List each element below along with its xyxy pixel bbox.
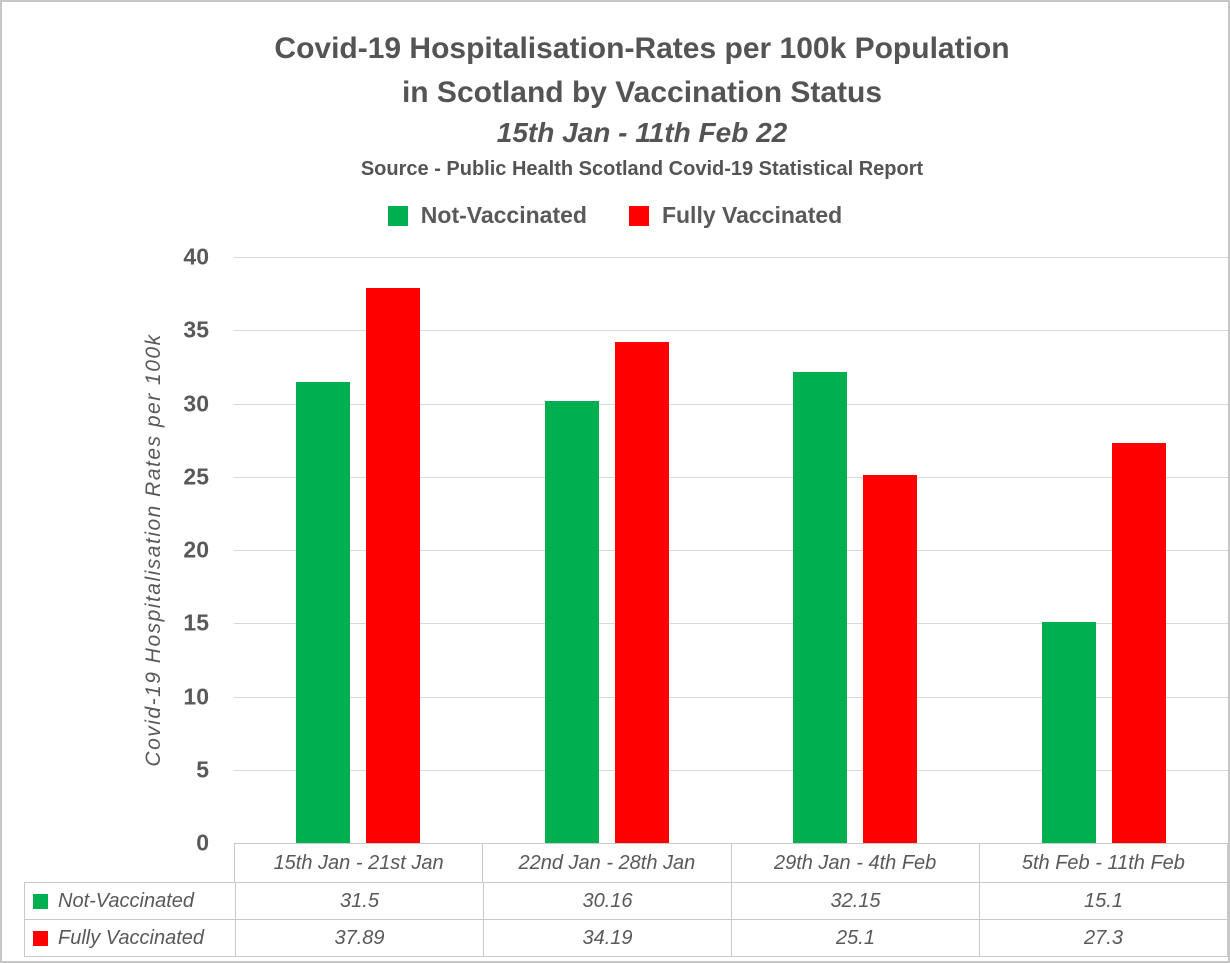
bar-not-vaccinated-group-1	[296, 382, 350, 843]
gridline-y-30	[234, 404, 1228, 405]
chart-title-line1: Covid-19 Hospitalisation-Rates per 100k …	[274, 32, 1010, 65]
table-value-cell: 25.1	[731, 920, 979, 956]
plot-area	[234, 257, 1228, 843]
bar-fully-vaccinated-group-1	[366, 288, 420, 843]
chart-title-line2: in Scotland by Vaccination Status	[401, 76, 883, 109]
bar-not-vaccinated-group-3	[793, 372, 847, 843]
gridline-y-5	[234, 770, 1228, 771]
chart-subtitle-date-range: 15th Jan - 11th Feb 22	[496, 117, 788, 148]
table-value-cell: 15.1	[979, 883, 1227, 919]
y-tick-label-5: 5	[196, 756, 209, 783]
y-tick-label-40: 40	[183, 243, 209, 270]
y-tick-label-10: 10	[183, 683, 209, 710]
chart-source-note: Source - Public Health Scotland Covid-19…	[360, 158, 924, 180]
y-tick-label-0: 0	[196, 829, 209, 856]
legend-item-fully-vaccinated: Fully Vaccinated	[628, 202, 843, 229]
y-tick-label-30: 30	[183, 390, 209, 417]
legend-label-not-vaccinated: Not-Vaccinated	[420, 202, 587, 228]
y-tick-label-35: 35	[183, 316, 209, 343]
gridline-y-20	[234, 550, 1228, 551]
gridline-y-25	[234, 477, 1228, 478]
table-value-cell: 32.15	[731, 883, 979, 919]
table-value-cell: 27.3	[979, 920, 1227, 956]
bar-not-vaccinated-group-4	[1042, 622, 1096, 843]
table-swatch-icon	[33, 893, 48, 909]
table-value-cell: 30.16	[483, 883, 731, 919]
legend: Not-Vaccinated Fully Vaccinated	[2, 202, 1228, 229]
table-series-name: Fully Vaccinated	[58, 926, 204, 949]
gridline-y-35	[234, 330, 1228, 331]
title-block: Covid-19 Hospitalisation-Rates per 100k …	[72, 27, 1212, 181]
bar-fully-vaccinated-group-2	[615, 342, 669, 843]
table-row-label: Not-Vaccinated	[25, 883, 235, 919]
table-row-not-vaccinated: Not-Vaccinated 31.5 30.16 32.15 15.1	[24, 882, 1228, 920]
legend-swatch-green-icon	[387, 205, 408, 226]
table-series-name: Not-Vaccinated	[58, 889, 194, 912]
gridline-y-40	[234, 257, 1228, 258]
bar-fully-vaccinated-group-3	[863, 475, 917, 843]
table-header-category-1: 15th Jan - 21st Jan	[273, 851, 444, 874]
table-value-cell: 34.19	[483, 920, 731, 956]
y-tick-label-20: 20	[183, 536, 209, 563]
gridline-y-15	[234, 623, 1228, 624]
table-swatch-icon	[33, 930, 48, 946]
y-tick-label-15: 15	[183, 609, 209, 636]
bar-fully-vaccinated-group-4	[1112, 443, 1166, 843]
table-value-cell: 37.89	[235, 920, 483, 956]
table-header-category-3: 29th Jan - 4th Feb	[730, 844, 979, 882]
gridline-y-10	[234, 697, 1228, 698]
legend-label-fully-vaccinated: Fully Vaccinated	[661, 202, 843, 228]
table-value-cell: 31.5	[235, 883, 483, 919]
table-header-category-2: 22nd Jan - 28th Jan	[482, 844, 730, 882]
table-header-category-4: 5th Feb - 11th Feb	[978, 844, 1227, 882]
legend-swatch-red-icon	[628, 205, 649, 226]
y-tick-label-25: 25	[183, 463, 209, 490]
bar-not-vaccinated-group-2	[545, 401, 599, 843]
y-axis-tick-labels: 0 5 10 15 20 25 30 35 40	[2, 244, 209, 856]
table-row-fully-vaccinated: Fully Vaccinated 37.89 34.19 25.1 27.3	[24, 919, 1228, 957]
legend-item-not-vaccinated: Not-Vaccinated	[387, 202, 587, 229]
table-header-row: 15th Jan - 21st Jan 22nd Jan - 28th Jan 29…	[234, 843, 1228, 883]
table-row-label: Fully Vaccinated	[25, 920, 235, 956]
